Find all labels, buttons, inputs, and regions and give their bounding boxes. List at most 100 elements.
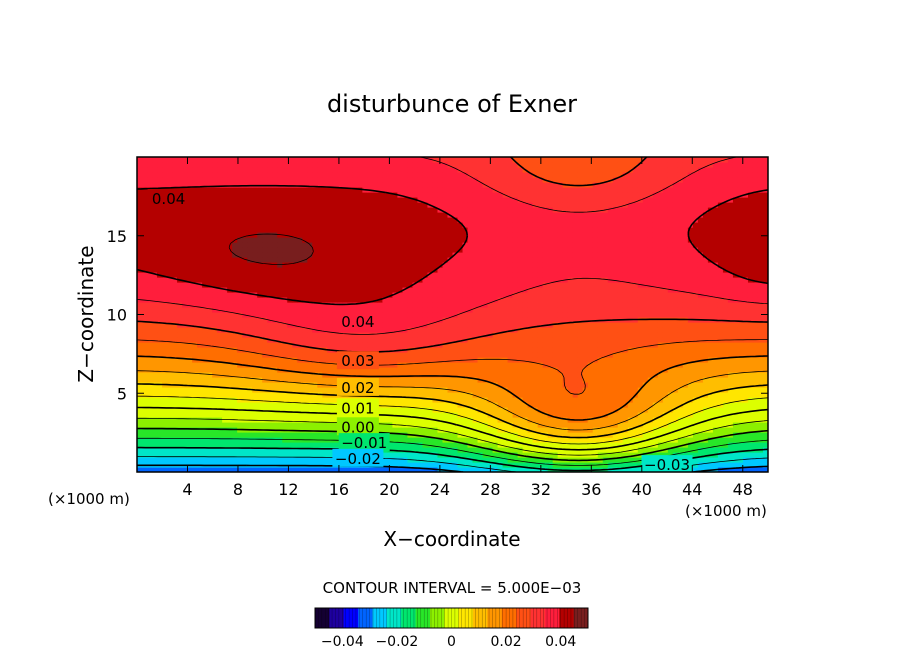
contour-fill-cell [612,407,619,413]
contour-fill-cell [327,282,333,288]
contour-fill-cell [317,432,323,438]
contour-fill-cell [447,447,454,453]
contour-fill-cell [467,352,474,358]
contour-fill-cell [572,392,579,398]
contour-fill-cell [632,402,639,408]
contour-fill-cell [617,467,624,472]
contour-fill-cell [677,382,684,388]
contour-fill-cell [512,347,519,353]
contour-fill-cell [517,377,524,383]
contour-fill-cell [667,362,674,368]
contour-fill-cell [387,352,394,358]
contour-fill-cell [682,452,689,458]
contour-fill-cell [247,377,253,383]
contour-fill-cell [637,437,644,443]
contour-fill-cell [677,312,684,318]
contour-fill-cell [557,377,564,383]
contour-fill-cell [152,312,158,318]
contour-fill-cell [397,297,404,303]
contour-fill-cell [492,312,499,318]
contour-fill-cell [677,407,684,413]
contour-fill-cell [467,412,474,418]
contour-fill-cell [307,417,313,423]
contour-fill-cell [547,362,554,368]
contour-fill-cell [227,302,233,308]
contour-fill-cell [322,427,328,433]
contour-fill-cell [522,377,529,383]
contour-fill-cell [292,317,298,323]
contour-fill-cell [742,352,749,358]
contour-fill-cell [637,417,644,423]
contour-fill-cell [407,377,414,383]
contour-fill-cell [182,367,188,373]
contour-fill-cell [582,432,589,438]
contour-fill-cell [507,352,514,358]
contour-fill-cell [252,397,258,403]
contour-fill-cell [257,337,263,343]
contour-fill-cell [247,282,253,288]
contour-fill-cell [677,372,684,378]
contour-fill-cell [522,332,529,338]
contour-fill-cell [432,447,439,453]
contour-fill-cell [507,362,514,368]
contour-fill-cell [292,447,298,453]
contour-fill-cell [532,382,539,388]
contour-fill-cell [612,362,619,368]
contour-fill-cell [697,392,704,398]
contour-fill-cell [747,347,754,353]
contour-fill-cell [472,292,479,298]
contour-fill-cell [142,417,148,423]
contour-fill-cell [357,292,363,298]
contour-fill-cell [492,287,499,293]
contour-fill-cell [157,467,163,472]
contour-fill-cell [172,417,178,423]
contour-fill-cell [232,372,238,378]
contour-fill-cell [397,342,404,348]
contour-fill-cell [587,422,594,428]
contour-fill-cell [617,412,624,418]
contour-fill-cell [227,362,233,368]
contour-fill-cell [652,382,659,388]
contour-fill-cell [682,447,689,453]
contour-fill-cell [232,442,238,448]
contour-fill-cell [137,332,143,338]
contour-fill-cell [732,417,739,423]
contour-fill-cell [497,322,504,328]
contour-fill-cell [297,332,303,338]
contour-fill-cell [522,292,529,298]
contour-fill-cell [162,387,168,393]
contour-fill-cell [717,352,724,358]
contour-fill-cell [757,452,764,458]
contour-fill-cell [422,392,429,398]
contour-fill-cell [237,342,243,348]
contour-fill-cell [727,397,734,403]
contour-fill-cell [412,362,419,368]
contour-fill-cell [582,322,589,328]
contour-fill-cell [212,417,218,423]
contour-fill-cell [592,352,599,358]
contour-fill-cell [537,322,544,328]
contour-fill-cell [477,412,484,418]
contour-fill-cell [497,352,504,358]
contour-fill-cell [467,327,474,333]
contour-fill-cell [517,392,524,398]
contour-fill-cell [597,387,604,393]
contour-fill-cell [497,317,504,323]
contour-fill-cell [277,447,283,453]
contour-fill-cell [752,467,759,472]
contour-fill-cell [727,277,734,283]
contour-fill-cell [312,427,318,433]
contour-fill-cell [137,362,143,368]
contour-fill-cell [462,447,469,453]
contour-fill-cell [632,397,639,403]
contour-fill-cell [312,387,318,393]
contour-fill-cell [297,442,303,448]
contour-fill-cell [457,282,464,288]
contour-fill-cell [717,282,724,288]
contour-fill-cell [227,447,233,453]
contour-fill-cell [552,452,559,458]
contour-fill-cell [487,302,494,308]
contour-fill-cell [542,357,549,363]
contour-fill-cell [572,387,579,393]
contour-fill-cell [682,302,689,308]
